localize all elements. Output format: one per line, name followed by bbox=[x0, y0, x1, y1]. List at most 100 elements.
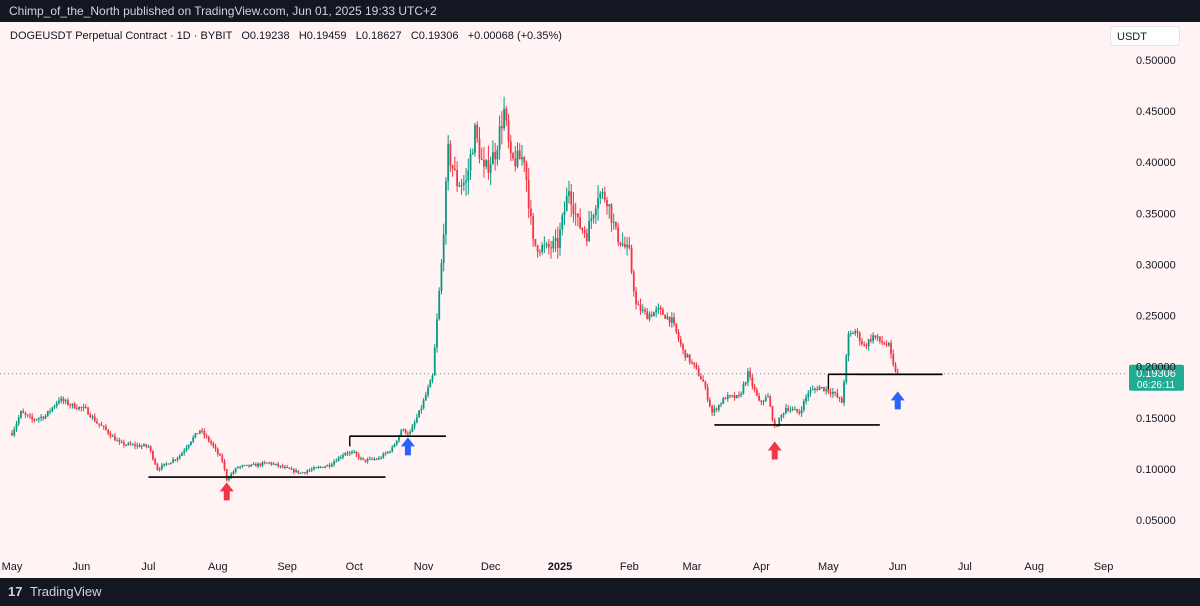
candle bbox=[11, 430, 13, 437]
candle bbox=[375, 457, 378, 461]
candle bbox=[183, 448, 186, 456]
candle-body bbox=[445, 181, 447, 235]
candle bbox=[503, 96, 505, 131]
candle bbox=[113, 432, 116, 441]
candle bbox=[360, 456, 362, 461]
candle bbox=[688, 354, 691, 365]
candle bbox=[679, 335, 682, 348]
candle-body bbox=[42, 416, 45, 419]
candle bbox=[823, 386, 825, 392]
blue-up-arrow-icon bbox=[890, 391, 905, 410]
chart-area[interactable] bbox=[0, 22, 1200, 578]
candle bbox=[601, 188, 604, 200]
candle bbox=[780, 414, 783, 422]
candle bbox=[802, 398, 805, 413]
candle bbox=[811, 385, 814, 391]
candle-body bbox=[310, 469, 313, 471]
candle-body bbox=[713, 408, 716, 413]
candle-body bbox=[395, 440, 398, 445]
candle-body bbox=[744, 382, 747, 385]
candle-body bbox=[279, 465, 282, 467]
candle-body bbox=[67, 400, 69, 405]
candle-body bbox=[503, 108, 505, 129]
candle bbox=[172, 457, 174, 464]
candle bbox=[491, 140, 494, 165]
y-tick-label: 0.45000 bbox=[1136, 106, 1176, 118]
candle bbox=[550, 240, 552, 259]
candle bbox=[440, 259, 443, 295]
candle-body bbox=[433, 347, 436, 376]
candle bbox=[424, 391, 427, 402]
candle-body bbox=[751, 377, 754, 387]
candle-body bbox=[69, 404, 72, 406]
candle-body bbox=[655, 309, 658, 313]
candle-body bbox=[814, 388, 816, 390]
currency-selector[interactable]: USDT bbox=[1110, 26, 1180, 46]
candle-body bbox=[843, 381, 845, 403]
candle-body bbox=[245, 464, 248, 466]
tradingview-brand: TradingView bbox=[30, 584, 102, 599]
candle bbox=[223, 458, 226, 472]
candle-body bbox=[615, 221, 617, 228]
candle bbox=[306, 469, 309, 475]
candle-body bbox=[541, 245, 544, 253]
candle-body bbox=[413, 422, 416, 427]
y-tick-label: 0.35000 bbox=[1136, 208, 1176, 220]
candle bbox=[867, 338, 870, 351]
candle bbox=[518, 142, 521, 160]
candle bbox=[348, 451, 351, 457]
candle-body bbox=[485, 160, 488, 167]
candle-body bbox=[429, 380, 432, 388]
candle bbox=[487, 145, 490, 180]
candle bbox=[449, 140, 452, 172]
change-value: +0.00068 (+0.35%) bbox=[467, 30, 562, 42]
candle-body bbox=[453, 168, 456, 170]
candle-body bbox=[221, 455, 224, 462]
candle-body bbox=[51, 407, 54, 412]
candle-body bbox=[55, 402, 58, 406]
candle bbox=[530, 200, 532, 225]
candle-body bbox=[581, 228, 584, 231]
candle-body bbox=[628, 244, 631, 248]
candle-body bbox=[78, 406, 81, 409]
candle-body bbox=[722, 398, 725, 404]
candle-body bbox=[232, 471, 235, 474]
candle bbox=[49, 408, 51, 415]
candle-body bbox=[386, 451, 389, 454]
close-label: C bbox=[410, 30, 419, 42]
candle-body bbox=[380, 457, 382, 459]
candle bbox=[371, 457, 374, 461]
candle bbox=[834, 391, 837, 397]
symbol-info[interactable]: DOGEUSDT Perpetual Contract · 1D · BYBIT bbox=[10, 30, 233, 42]
candle bbox=[861, 337, 863, 347]
candle bbox=[93, 413, 96, 423]
candle bbox=[576, 213, 579, 227]
candle-body bbox=[357, 454, 360, 459]
candle bbox=[498, 115, 501, 160]
candle-body bbox=[820, 386, 823, 388]
candle-body bbox=[827, 389, 830, 393]
candle bbox=[894, 362, 897, 373]
candle-body bbox=[234, 468, 237, 472]
candle bbox=[726, 392, 729, 402]
candle bbox=[232, 469, 235, 476]
candle bbox=[167, 463, 170, 465]
candle-body bbox=[637, 304, 640, 306]
candle bbox=[720, 402, 722, 408]
candle-body bbox=[172, 459, 174, 463]
candle-body bbox=[210, 441, 212, 444]
candle bbox=[230, 472, 233, 480]
candle-body bbox=[93, 416, 96, 422]
candle-body bbox=[377, 457, 380, 460]
candle-body bbox=[152, 451, 154, 460]
candle-body bbox=[15, 423, 18, 430]
candle-body bbox=[742, 384, 745, 394]
candle bbox=[847, 331, 850, 362]
candle-body bbox=[478, 138, 481, 159]
candle bbox=[807, 390, 810, 402]
candle-body bbox=[496, 149, 499, 160]
candle bbox=[746, 368, 749, 386]
candle bbox=[445, 177, 447, 245]
candle bbox=[706, 383, 709, 403]
